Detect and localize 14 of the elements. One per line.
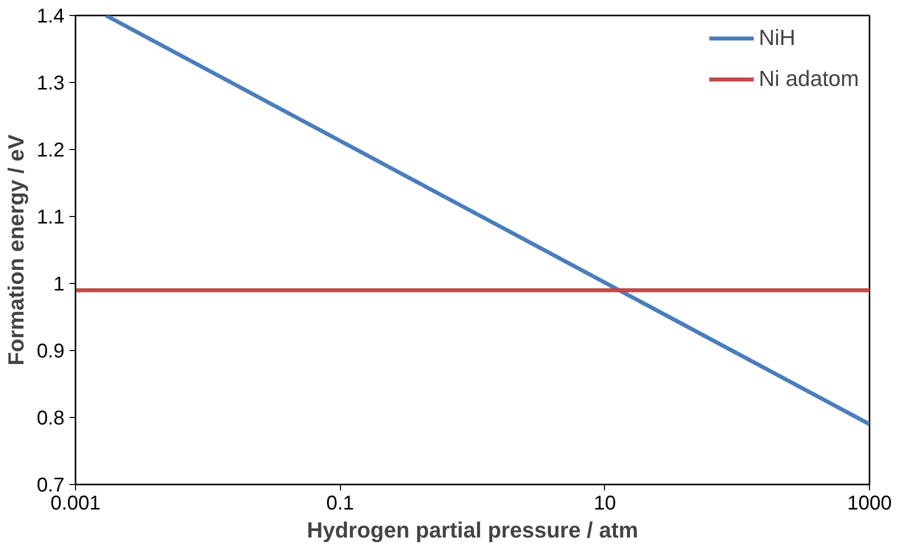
y-tick-label: 1.4 [36, 6, 65, 28]
y-tick-label: 0.8 [36, 408, 65, 430]
y-tick-label: 1 [53, 274, 64, 296]
x-axis-title: Hydrogen partial pressure / atm [306, 518, 638, 542]
x-tick-label: 1000 [847, 492, 892, 514]
y-tick-label: 1.1 [36, 206, 65, 228]
x-tick-label: 0.1 [326, 492, 354, 514]
y-axis-title: Formation energy / eV [4, 134, 29, 366]
legend-label: NiH [758, 25, 796, 51]
y-tick-label: 1.3 [36, 72, 65, 94]
y-tick-label: 1.2 [36, 140, 65, 162]
y-tick-label: 0.9 [36, 340, 65, 362]
legend-label: Ni adatom [758, 66, 859, 92]
x-tick-label: 10 [594, 492, 616, 514]
